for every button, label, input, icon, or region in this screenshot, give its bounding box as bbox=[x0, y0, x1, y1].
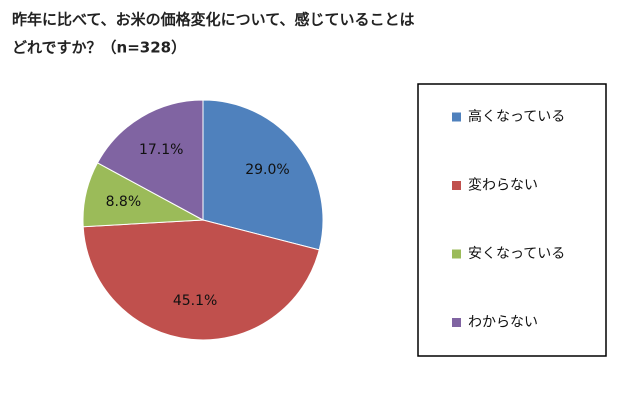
data-label: 17.1% bbox=[139, 142, 183, 158]
legend-swatch bbox=[452, 249, 461, 259]
pie-slice bbox=[82, 219, 320, 341]
data-label: 29.0% bbox=[245, 162, 289, 178]
legend-label: 安くなっている bbox=[468, 246, 565, 262]
legend-swatch bbox=[452, 112, 461, 122]
chart-title: 昨年に比べて、お米の価格変化について、感じていることは bbox=[12, 11, 414, 29]
chart-title: どれですか？（n=328） bbox=[12, 39, 186, 57]
legend-box bbox=[417, 83, 607, 357]
pie-slice bbox=[202, 99, 324, 251]
legend-swatch bbox=[452, 318, 461, 327]
legend-label: 変わらない bbox=[468, 177, 538, 194]
data-label: 8.8% bbox=[106, 194, 142, 210]
pie-slice bbox=[96, 99, 204, 221]
legend-label: わからない bbox=[468, 315, 538, 331]
legend-label: 高くなっている bbox=[468, 108, 565, 125]
legend-swatch bbox=[452, 181, 461, 190]
data-label: 45.1% bbox=[173, 293, 217, 309]
